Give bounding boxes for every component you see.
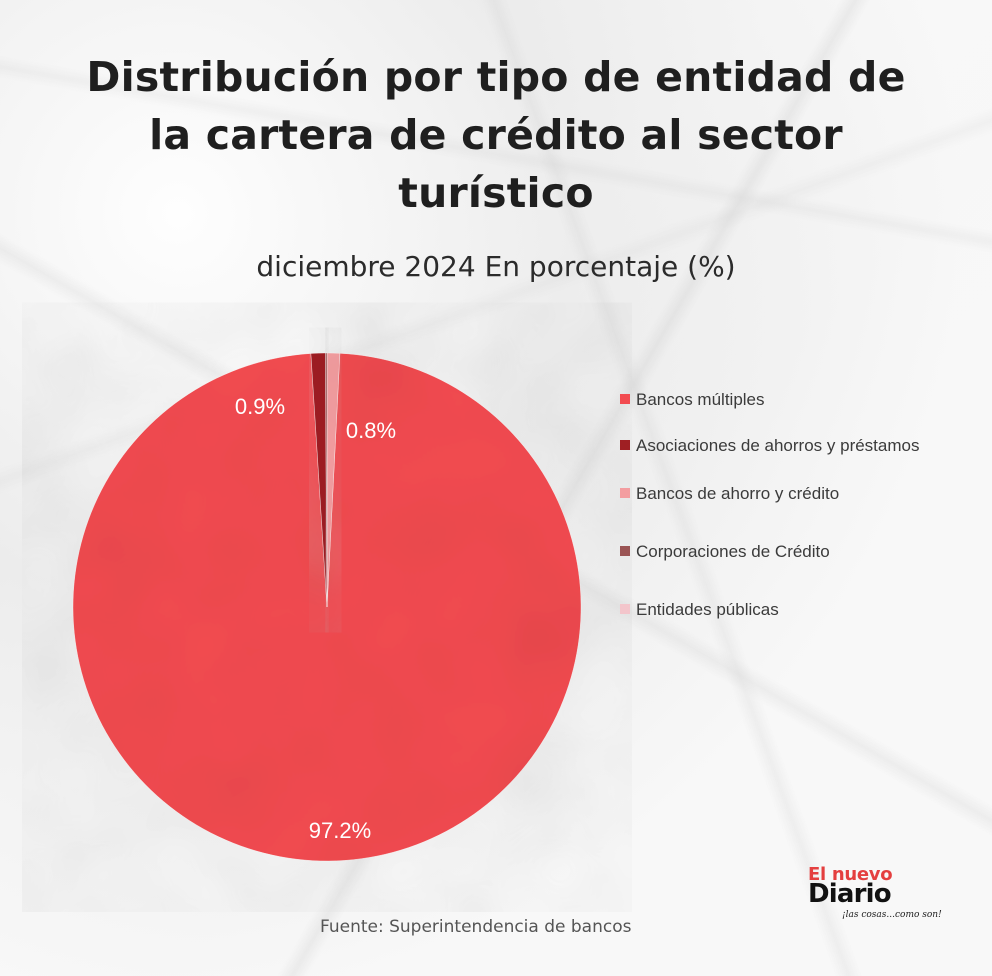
legend-label: Entidades públicas: [636, 600, 779, 619]
legend-item-bancos-ahorro: Bancos de ahorro y crédito: [620, 482, 920, 505]
pie-slice-corporaciones-de-credito: [325, 352, 328, 608]
legend-item-corporaciones: Corporaciones de Crédito: [620, 540, 920, 563]
legend-swatch: [620, 604, 630, 614]
legend-label: Asociaciones de ahorros y préstamos: [636, 436, 920, 455]
brand-logo: El nuevo Diario ¡las cosas...como son!: [808, 864, 942, 926]
page-title: Distribución por tipo de entidad de la c…: [86, 53, 906, 217]
legend-item-entidades-publicas: Entidades públicas: [620, 598, 920, 621]
logo-main-text: Diario: [808, 879, 892, 909]
chart-subtitle: diciembre 2024 En porcentaje (%): [256, 250, 736, 283]
data-label: 97.2%: [309, 818, 371, 843]
source-note: Fuente: Superintendencia de bancos: [320, 917, 632, 937]
logo-tagline: ¡las cosas...como son!: [842, 910, 942, 920]
pie-slice-bancos-multiples: [72, 353, 582, 862]
pie-slices: [72, 352, 582, 862]
legend-label: Corporaciones de Crédito: [636, 542, 830, 561]
legend-swatch: [620, 488, 630, 498]
legend-item-bancos-multiples: Bancos múltiples: [620, 388, 920, 411]
legend-label: Bancos múltiples: [636, 390, 765, 409]
legend-item-asociaciones: Asociaciones de ahorros y préstamos: [620, 434, 920, 457]
data-label: 0.8%: [346, 418, 396, 443]
legend-swatch: [620, 394, 630, 404]
legend-swatch: [620, 440, 630, 450]
legend: Bancos múltiples Asociaciones de ahorros…: [620, 388, 920, 621]
data-label: 0.9%: [235, 394, 285, 419]
legend-swatch: [620, 546, 630, 556]
logo-top-text: El nuevo: [808, 864, 893, 885]
legend-label: Bancos de ahorro y crédito: [636, 484, 840, 503]
pie-labels: 97.2% 0.9% 0.8%: [235, 394, 396, 843]
